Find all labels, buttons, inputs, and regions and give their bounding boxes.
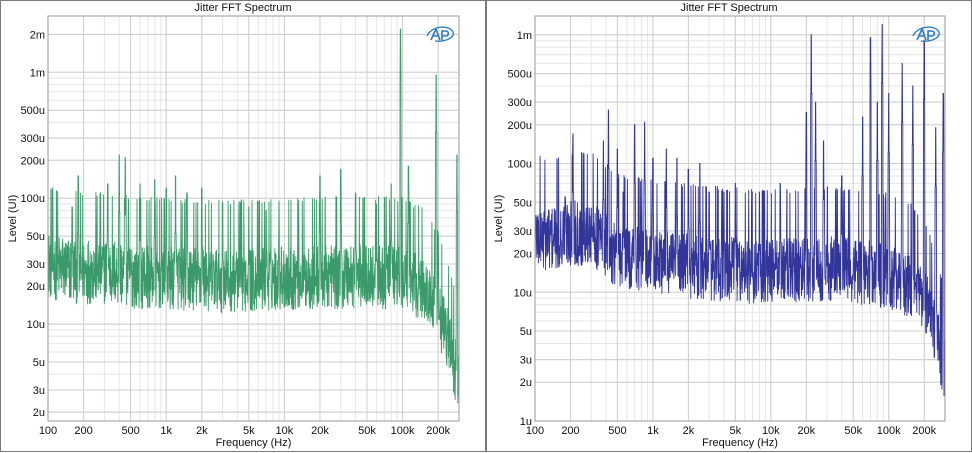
y-tick-label: 200u xyxy=(508,120,532,132)
x-tick-label: 20k xyxy=(311,425,329,437)
y-tick-label: 3u xyxy=(520,355,532,367)
y-tick-label: 20u xyxy=(514,249,532,261)
x-tick-label: 10k xyxy=(762,425,780,437)
y-tick-label: 2u xyxy=(520,377,532,389)
y-tick-label: 300u xyxy=(508,97,532,109)
plot-frame xyxy=(534,15,946,422)
x-tick-label: 100k xyxy=(391,425,415,437)
x-tick-label: 100k xyxy=(877,425,901,437)
y-tick-label: 3u xyxy=(33,385,45,397)
jitter-fft-chart-left: 100 200 500 1k 2k 5k 10k 20k 50k 100k 200k 2m 1m 500u… xyxy=(7,15,460,449)
x-tick-label: 200 xyxy=(74,425,92,437)
x-axis-label: Frequency (Hz) xyxy=(702,437,778,449)
spectrum-trace xyxy=(534,24,946,397)
y-tick-label: 1m xyxy=(30,67,45,79)
x-tick-label: 100 xyxy=(39,425,57,437)
x-tick-label: 200k xyxy=(426,425,450,437)
jitter-fft-chart-right: 100 200 500 1k 2k 5k 10k 20k 50k 100k 200k 1m 500u 30… xyxy=(493,15,946,449)
y-tick-label: 10u xyxy=(27,319,45,331)
y-tick-label: 300u xyxy=(21,133,45,145)
y-tick-label: 100u xyxy=(21,193,45,205)
y-tick-label: 100u xyxy=(508,159,532,171)
y-tick-label: 200u xyxy=(21,155,45,167)
x-tick-label: 50k xyxy=(358,425,376,437)
x-tick-label: 100 xyxy=(526,425,544,437)
y-tick-label: 500u xyxy=(508,69,532,81)
x-tick-label: 2k xyxy=(196,425,208,437)
x-tick-label: 500 xyxy=(121,425,139,437)
x-tick-label: 10k xyxy=(276,425,294,437)
x-axis-label: Frequency (Hz) xyxy=(216,437,292,449)
y-tick-label: 2u xyxy=(33,407,45,419)
x-tick-label: 1k xyxy=(160,425,172,437)
y-tick-label: 30u xyxy=(514,226,532,238)
x-tick-label: 20k xyxy=(797,425,815,437)
x-tick-label: 500 xyxy=(608,425,626,437)
x-tick-label: 200k xyxy=(912,425,936,437)
y-axis-label: Level (UI) xyxy=(493,195,505,243)
y-tick-label: 50u xyxy=(514,197,532,209)
plot-frame xyxy=(47,15,460,422)
y-tick-label: 5u xyxy=(33,357,45,369)
y-tick-label: 20u xyxy=(27,281,45,293)
x-tick-label: 1k xyxy=(647,425,659,437)
y-tick-label: 1u xyxy=(520,416,532,428)
y-tick-label: 500u xyxy=(21,105,45,117)
ap-logo-icon xyxy=(912,26,940,42)
y-axis-label: Level (UI) xyxy=(7,195,19,243)
ap-logo-icon xyxy=(426,26,454,42)
chart-title-right: Jitter FFT Spectrum xyxy=(680,2,778,14)
chart-title-left: Jitter FFT Spectrum xyxy=(194,2,292,14)
spectrum-trace xyxy=(47,28,460,404)
x-tick-label: 200 xyxy=(561,425,579,437)
y-tick-label: 5u xyxy=(520,326,532,338)
y-tick-label: 2m xyxy=(30,29,45,41)
x-tick-label: 2k xyxy=(683,425,695,437)
x-tick-label: 50k xyxy=(844,425,862,437)
x-tick-label: 5k xyxy=(243,425,255,437)
y-tick-label: 1m xyxy=(517,30,532,42)
y-tick-label: 10u xyxy=(514,287,532,299)
chart-panel-right: Jitter FFT Spectrum 100 200 500 1k 2k 5k 10k 20… xyxy=(486,0,972,452)
y-tick-label: 30u xyxy=(27,259,45,271)
y-tick-label: 50u xyxy=(27,231,45,243)
x-tick-label: 5k xyxy=(730,425,742,437)
chart-panel-left: Jitter FFT Spectrum 100 200 500 1k 2k 5k 10k 20… xyxy=(0,0,486,452)
